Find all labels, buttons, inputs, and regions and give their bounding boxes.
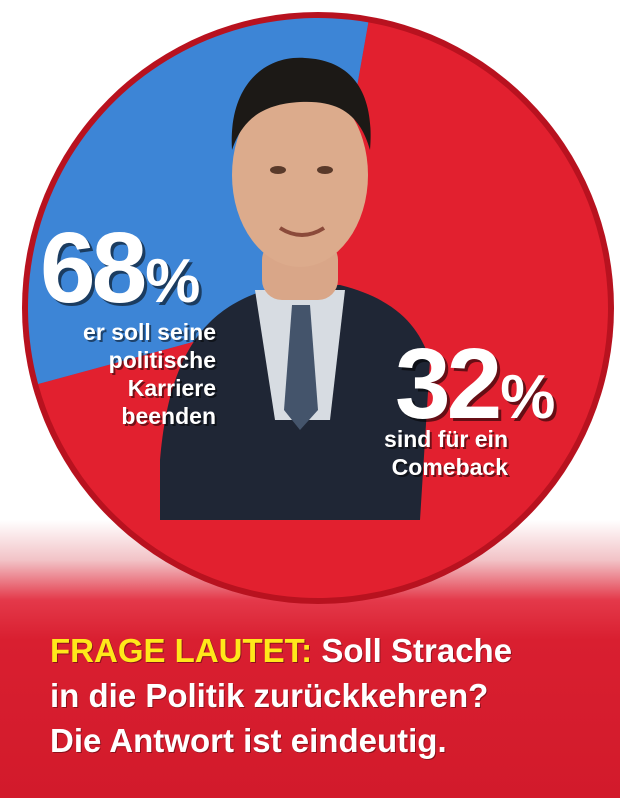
percentage-68-sign: %: [145, 247, 201, 316]
question-lead: FRAGE LAUTET:: [50, 632, 313, 669]
question-line-1: FRAGE LAUTET: Soll Strache: [50, 628, 610, 673]
percentage-68-number: 68: [40, 212, 147, 324]
portrait-eye-left: [270, 166, 286, 174]
percentage-32: 32%: [395, 334, 555, 434]
portrait-mouth: [278, 226, 326, 237]
caption-comeback: sind für ein Comeback: [330, 425, 508, 481]
question-line-2: in die Politik zurückkehren?: [50, 677, 489, 714]
caption-quit-line-3: Karriere: [127, 375, 216, 401]
portrait-tie: [284, 305, 318, 430]
caption-quit-line-4: beenden: [121, 403, 216, 429]
portrait-eye-right: [317, 166, 333, 174]
question-line-3: Die Antwort ist eindeutig.: [50, 722, 447, 759]
percentage-68: 68%: [40, 218, 200, 318]
percentage-32-sign: %: [500, 363, 556, 432]
portrait-hair: [231, 57, 371, 150]
question-line-1-text: Soll Strache: [312, 632, 513, 669]
caption-comeback-line-1: sind für ein: [384, 426, 508, 452]
caption-quit-line-2: politische: [108, 347, 216, 373]
percentage-32-number: 32: [395, 328, 502, 440]
caption-quit: er soll seine politische Karriere beende…: [40, 318, 216, 430]
portrait-face: [232, 83, 368, 267]
caption-quit-line-1: er soll seine: [83, 319, 216, 345]
caption-comeback-line-2: Comeback: [391, 454, 508, 480]
question-text: FRAGE LAUTET: Soll Strache in die Politi…: [50, 628, 610, 763]
portrait-photo: [160, 57, 430, 520]
